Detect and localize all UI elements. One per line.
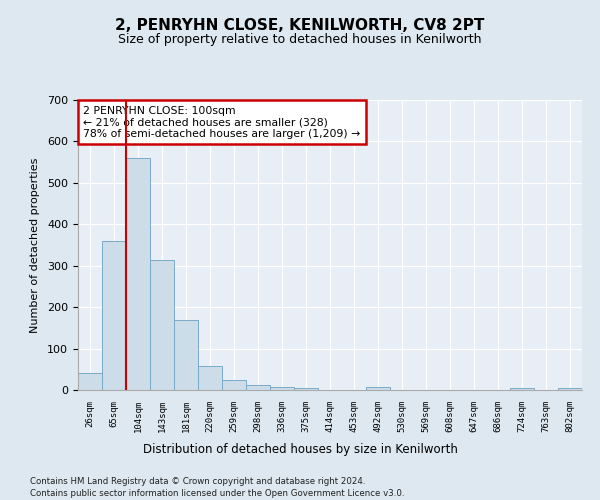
- Bar: [558, 388, 582, 390]
- Text: Contains HM Land Registry data © Crown copyright and database right 2024.: Contains HM Land Registry data © Crown c…: [30, 478, 365, 486]
- Text: 2 PENRYHN CLOSE: 100sqm
← 21% of detached houses are smaller (328)
78% of semi-d: 2 PENRYHN CLOSE: 100sqm ← 21% of detache…: [83, 106, 360, 139]
- Bar: [102, 241, 126, 390]
- Text: Contains public sector information licensed under the Open Government Licence v3: Contains public sector information licen…: [30, 489, 404, 498]
- Bar: [294, 388, 318, 390]
- Bar: [78, 374, 102, 390]
- Bar: [174, 320, 198, 390]
- Bar: [126, 158, 150, 390]
- Bar: [246, 385, 270, 390]
- Bar: [222, 380, 246, 390]
- Y-axis label: Number of detached properties: Number of detached properties: [30, 158, 40, 332]
- Text: Size of property relative to detached houses in Kenilworth: Size of property relative to detached ho…: [118, 32, 482, 46]
- Bar: [366, 387, 390, 390]
- Bar: [150, 260, 174, 390]
- Bar: [270, 387, 294, 390]
- Bar: [510, 388, 534, 390]
- Bar: [198, 366, 222, 390]
- Text: Distribution of detached houses by size in Kenilworth: Distribution of detached houses by size …: [143, 442, 457, 456]
- Text: 2, PENRYHN CLOSE, KENILWORTH, CV8 2PT: 2, PENRYHN CLOSE, KENILWORTH, CV8 2PT: [115, 18, 485, 32]
